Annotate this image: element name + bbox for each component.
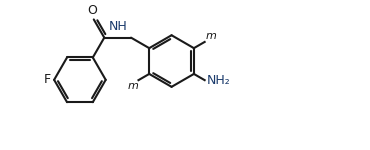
- Text: NH: NH: [108, 20, 127, 33]
- Text: m: m: [206, 31, 216, 41]
- Text: m: m: [128, 81, 138, 91]
- Text: O: O: [87, 4, 97, 16]
- Text: NH₂: NH₂: [206, 74, 230, 87]
- Text: F: F: [44, 73, 51, 86]
